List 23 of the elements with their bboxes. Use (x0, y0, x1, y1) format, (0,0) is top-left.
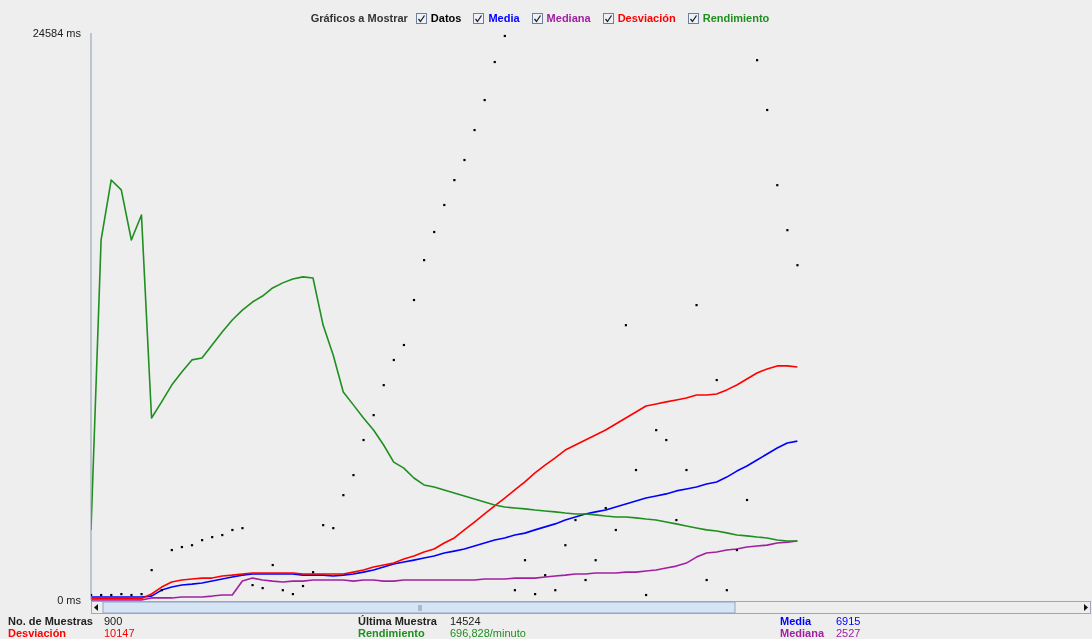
line-series (91, 365, 799, 600)
text: 6915 (836, 615, 861, 627)
text: Media (488, 12, 520, 24)
text: 696,828/minuto (450, 627, 526, 639)
text: Datos (430, 12, 462, 24)
text: 10147 (104, 627, 135, 639)
y-tick-label: 24584 ms (32, 27, 82, 39)
text: Media (780, 615, 812, 627)
text: Mediana (780, 627, 825, 639)
text: 900 (104, 615, 123, 627)
line-series (91, 179, 799, 542)
legend-title: Gráficos a Mostrar (310, 12, 408, 24)
line-series (91, 440, 799, 598)
text: 2527 (836, 627, 861, 639)
text: Última Muestra (358, 615, 437, 627)
text: 14524 (450, 615, 481, 627)
text: Desviación (617, 12, 676, 24)
text: Mediana (546, 12, 591, 24)
text: No. de Muestras (8, 615, 93, 627)
y-tick-label: 0 ms (57, 594, 82, 606)
text: Rendimiento (702, 12, 770, 24)
text: Rendimiento (358, 627, 425, 639)
text: Desviación (8, 627, 67, 639)
